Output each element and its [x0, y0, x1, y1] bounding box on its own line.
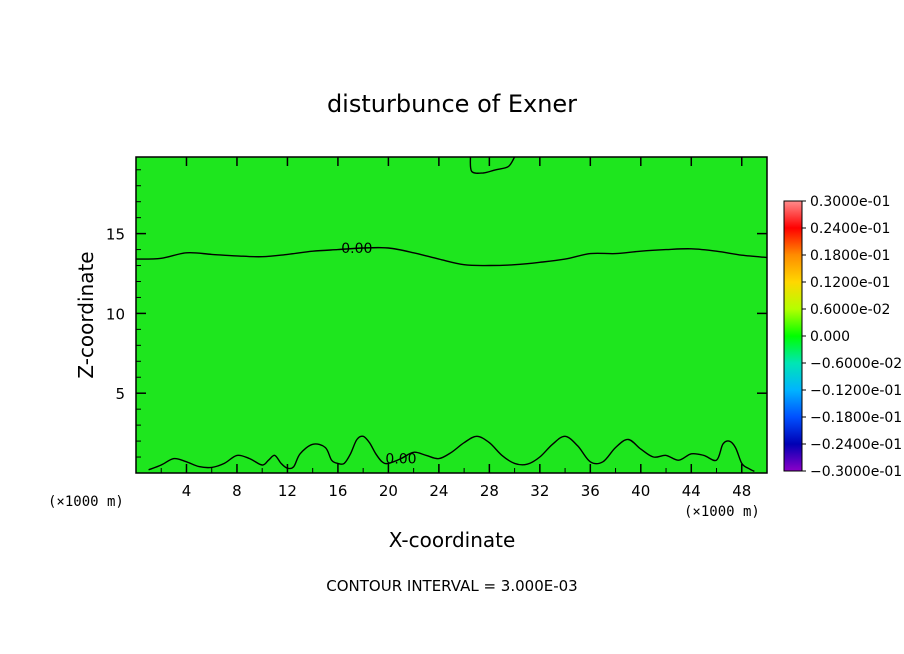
- x-tick-label: 40: [631, 482, 650, 500]
- y-tick-label: 10: [106, 305, 125, 323]
- y-axis-label: Z-coordinate: [74, 251, 98, 378]
- colorbar-label: −0.1200e-01: [810, 383, 902, 399]
- contour-label: 0.00: [385, 452, 416, 468]
- contour-interval-note: CONTOUR INTERVAL = 3.000E-03: [326, 577, 577, 595]
- x-tick-label: 8: [232, 482, 242, 500]
- y-axis-ticks: 5 10 15: [106, 169, 767, 458]
- colorbar-label: 0.6000e-02: [810, 302, 890, 318]
- plot-frame: [135, 156, 768, 474]
- colorbar-gradient: [783, 200, 803, 472]
- colorbar-label: −0.2400e-01: [810, 437, 902, 453]
- plot-fill: [136, 157, 767, 473]
- colorbar-label: 0.000: [810, 329, 850, 345]
- contour-line: [148, 435, 755, 473]
- x-tick-label: 44: [682, 482, 701, 500]
- colorbar-label: −0.3000e-01: [810, 464, 902, 480]
- colorbar-label: −0.6000e-02: [810, 356, 902, 372]
- colorbar-label: −0.1800e-01: [810, 410, 902, 426]
- x-tick-label: 16: [328, 482, 347, 500]
- x-tick-label: 32: [530, 482, 549, 500]
- contour-lines: [135, 156, 768, 473]
- colorbar-label: 0.1200e-01: [810, 275, 890, 291]
- colorbar-label: 0.3000e-01: [810, 194, 890, 210]
- y-tick-label: 15: [106, 226, 125, 244]
- contour-line: [135, 246, 768, 267]
- x-tick-label: 4: [182, 482, 192, 500]
- colorbar: 0.3000e-01 0.2400e-01 0.1800e-01 0.1200e-01…: [783, 194, 902, 480]
- contour-line: [469, 156, 516, 174]
- x-unit-right: (×1000 m): [684, 504, 760, 520]
- x-tick-label: 12: [278, 482, 297, 500]
- x-axis-label: X-coordinate: [389, 528, 516, 552]
- x-tick-label: 20: [379, 482, 398, 500]
- y-tick-label: 5: [115, 385, 125, 403]
- contour-labels: 0.00 0.00: [341, 241, 416, 468]
- x-unit-left: (×1000 m): [48, 494, 124, 510]
- x-tick-label: 48: [732, 482, 751, 500]
- x-tick-label: 28: [480, 482, 499, 500]
- colorbar-label: 0.1800e-01: [810, 248, 890, 264]
- colorbar-label: 0.2400e-01: [810, 221, 890, 237]
- chart-title: disturbunce of Exner: [327, 90, 577, 118]
- x-tick-label: 36: [581, 482, 600, 500]
- x-axis-ticks: 4 8 12 16 20 24 28 32 36 40 44 48: [160, 157, 751, 500]
- x-tick-label: 24: [429, 482, 448, 500]
- contour-label: 0.00: [341, 241, 372, 257]
- plot-area: 0.00 0.00: [135, 156, 768, 474]
